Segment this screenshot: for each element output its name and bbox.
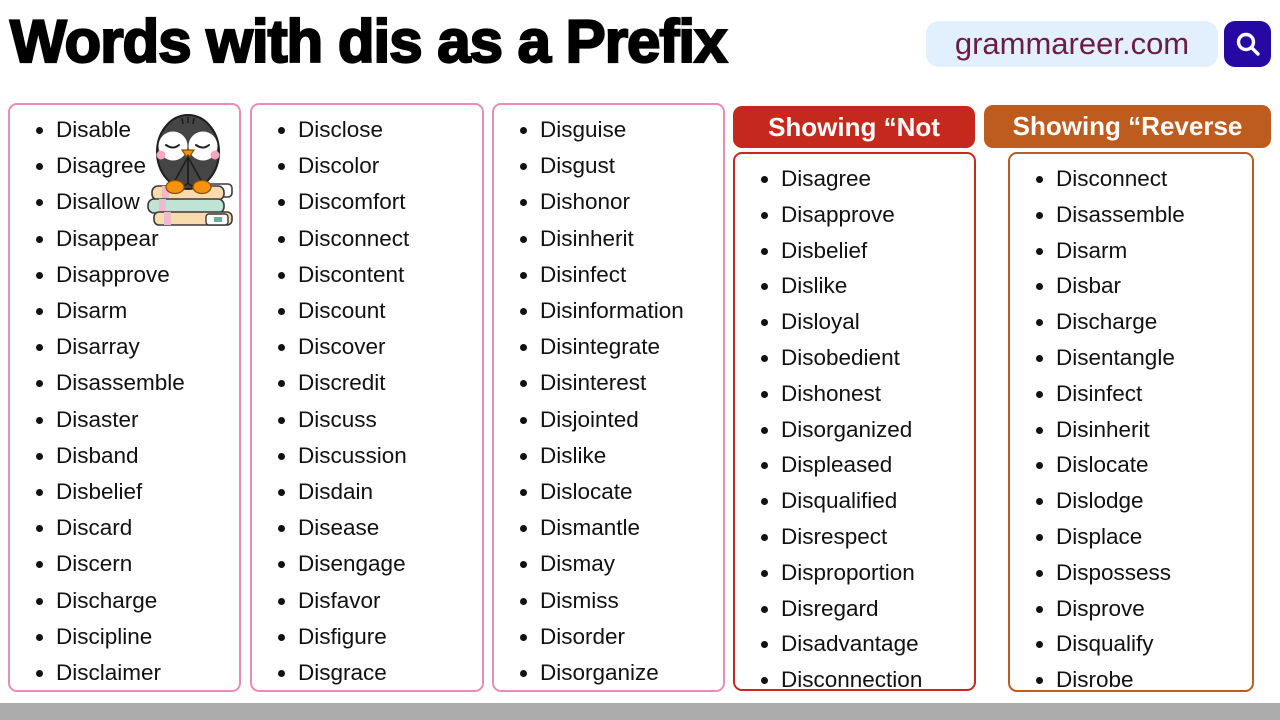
word-item: Disregard (781, 591, 970, 627)
word-item: Disjointed (540, 402, 719, 438)
word-item: Discolor (298, 148, 478, 184)
word-item: Disarm (56, 293, 235, 329)
word-item: Disgust (540, 148, 719, 184)
word-list-not: DisagreeDisapproveDisbeliefDislikeDisloy… (735, 154, 974, 698)
word-item: Disinformation (540, 293, 719, 329)
word-item: Disobedient (781, 340, 970, 376)
word-item: Disassemble (1056, 197, 1248, 233)
word-item: Disfavor (298, 583, 478, 619)
word-item: Disinterest (540, 365, 719, 401)
word-item: Discuss (298, 402, 478, 438)
word-item: Disinfect (1056, 376, 1248, 412)
penguin-mascot (144, 110, 236, 230)
word-item: Disconnection (781, 662, 970, 698)
word-item: Disclaimer (56, 655, 235, 691)
word-list-box-2: DiscloseDiscolorDiscomfortDisconnectDisc… (250, 103, 484, 692)
word-item: Disorganize (540, 655, 719, 691)
word-item: Dislike (540, 438, 719, 474)
word-item: Disagree (56, 148, 235, 184)
word-item: Disaster (56, 402, 235, 438)
word-item: Disconnect (1056, 161, 1248, 197)
word-item: Disconnect (298, 221, 478, 257)
search-icon (1236, 32, 1260, 56)
word-item: Disrespect (781, 519, 970, 555)
word-item: Dislike (781, 268, 970, 304)
word-item: Disable (56, 112, 235, 148)
bottom-gray-bar (0, 703, 1280, 720)
word-list-box-3: DisguiseDisgustDishonorDisinheritDisinfe… (492, 103, 725, 692)
word-item: Disqualify (1056, 626, 1248, 662)
word-item: Discount (298, 293, 478, 329)
word-item: Disbelief (781, 233, 970, 269)
word-item: Disinherit (540, 221, 719, 257)
word-item: Discontent (298, 257, 478, 293)
word-item: Dismantle (540, 510, 719, 546)
word-item: Disagree (781, 161, 970, 197)
word-item: Disinfect (540, 257, 719, 293)
word-item: Disbar (1056, 268, 1248, 304)
word-item: Dislodge (1056, 483, 1248, 519)
word-item: Discomfort (298, 184, 478, 220)
word-item: Disproportion (781, 555, 970, 591)
word-list-box-1: DisableDisagreeDisallowDisappearDisappro… (8, 103, 241, 692)
word-item: Disorganized (781, 412, 970, 448)
word-list-reverse: DisconnectDisassembleDisarmDisbarDischar… (1010, 154, 1252, 698)
word-item: Disprove (1056, 591, 1248, 627)
word-item: Disbelief (56, 474, 235, 510)
word-item: Displeased (781, 447, 970, 483)
word-item: Disengage (298, 546, 478, 582)
word-item: Disclose (298, 112, 478, 148)
word-item: Disdain (298, 474, 478, 510)
word-item: Discard (56, 510, 235, 546)
word-item: Discern (56, 546, 235, 582)
word-item: Dismay (540, 546, 719, 582)
word-item: Dishonest (781, 376, 970, 412)
word-item: Discipline (56, 619, 235, 655)
word-item: Disinherit (1056, 412, 1248, 448)
word-item: Disapprove (56, 257, 235, 293)
word-item: Discredit (298, 365, 478, 401)
word-list-box-reverse: DisconnectDisassembleDisarmDisbarDischar… (1008, 152, 1254, 692)
word-item: Discharge (1056, 304, 1248, 340)
word-item: Disarray (56, 329, 235, 365)
word-item: Dishonor (540, 184, 719, 220)
word-item: Disintegrate (540, 329, 719, 365)
word-item: Disrobe (1056, 662, 1248, 698)
category-header-reverse: Showing “Reverse (984, 105, 1271, 148)
word-item: Discussion (298, 438, 478, 474)
word-item: Disadvantage (781, 626, 970, 662)
word-item: Displace (1056, 519, 1248, 555)
word-item: Disqualified (781, 483, 970, 519)
word-item: Disapprove (781, 197, 970, 233)
word-item: Disloyal (781, 304, 970, 340)
word-list-3: DisguiseDisgustDishonorDisinheritDisinfe… (494, 105, 723, 691)
word-item: Disease (298, 510, 478, 546)
word-list-1: DisableDisagreeDisallowDisappearDisappro… (10, 105, 239, 691)
word-item: Discover (298, 329, 478, 365)
word-item: Discharge (56, 583, 235, 619)
word-item: Disassemble (56, 365, 235, 401)
word-item: Disband (56, 438, 235, 474)
word-item: Disfigure (298, 619, 478, 655)
word-item: Disarm (1056, 233, 1248, 269)
word-list-box-not: DisagreeDisapproveDisbeliefDislikeDisloy… (733, 152, 976, 692)
word-item: Disguise (540, 112, 719, 148)
category-header-not: Showing “Not (733, 106, 975, 148)
word-item: Dislocate (1056, 447, 1248, 483)
word-item: Dismiss (540, 583, 719, 619)
word-item: Disgrace (298, 655, 478, 691)
page-title: Words with dis as a Prefix (9, 7, 729, 76)
word-item: Disappear (56, 221, 235, 257)
word-item: Dislocate (540, 474, 719, 510)
search-button[interactable] (1224, 21, 1271, 67)
word-list-2: DiscloseDiscolorDiscomfortDisconnectDisc… (252, 105, 482, 691)
word-item: Disallow (56, 184, 235, 220)
word-item: Disentangle (1056, 340, 1248, 376)
word-item: Dispossess (1056, 555, 1248, 591)
site-search-input[interactable]: grammareer.com (926, 21, 1218, 67)
word-item: Disorder (540, 619, 719, 655)
